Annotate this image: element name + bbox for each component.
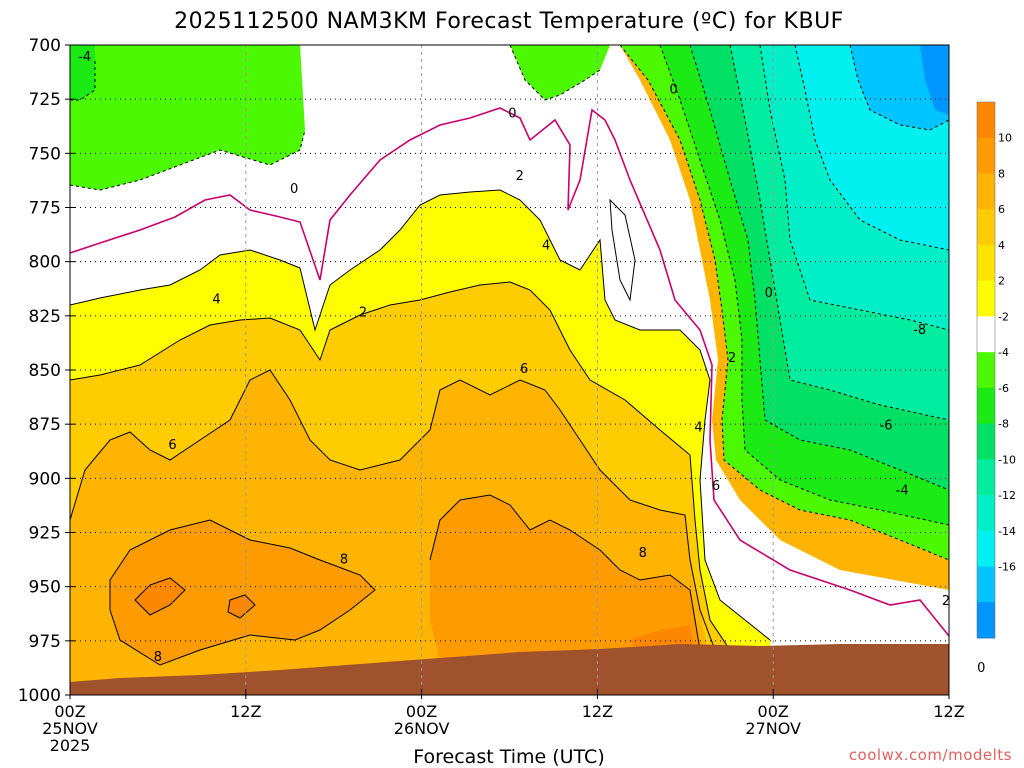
y-tick-label: 875 (29, 415, 61, 435)
contour-label: -4 (78, 50, 91, 65)
colorbar-label: 10 (998, 132, 1012, 145)
colorbar-label: -16 (998, 561, 1016, 574)
colorbar: 10 8 6 4 2 -2 -4 -6 -8 -10 -12 -14 -16 (976, 101, 1016, 639)
colorbar-label: -2 (998, 310, 1009, 323)
colorbar-swatch (977, 566, 995, 603)
region-upper-left-minus4 (70, 45, 95, 100)
colorbar-label: 4 (998, 239, 1005, 252)
y-tick-label: 750 (29, 144, 61, 164)
colorbar-swatch (977, 209, 995, 246)
contour-label: 8 (639, 546, 647, 561)
x-tick-label: 12Z (230, 702, 261, 721)
contour-labels: -4 0 0 0 0 0 2 2 2 2 4 4 4 6 6 6 8 8 8 -4 -6 -8 (78, 50, 985, 676)
contour-label: 0 (977, 661, 985, 676)
colorbar-label: -12 (998, 489, 1016, 502)
x-tick-label: 25NOV (42, 719, 98, 738)
contour-label: 6 (168, 438, 176, 453)
y-tick-label: 800 (29, 253, 61, 273)
cold-contours (70, 45, 949, 561)
colorbar-label: 6 (998, 203, 1005, 216)
contour-label: 2 (942, 594, 950, 609)
colorbar-swatch (977, 280, 995, 317)
contour-label: 4 (542, 239, 550, 254)
contour-label: 0 (765, 286, 773, 301)
region-below-minus16 (920, 45, 949, 115)
contour-label: 8 (154, 650, 162, 665)
colorbar-swatch (977, 173, 995, 210)
colorbar-swatch (977, 102, 995, 139)
contour-label: -8 (913, 323, 926, 338)
colorbar-swatch (977, 316, 995, 353)
colorbar-label: -10 (998, 453, 1016, 466)
contour-label: -4 (896, 483, 909, 498)
colorbar-label: 2 (998, 275, 1005, 288)
contour-label: 4 (212, 293, 220, 308)
colorbar-swatch (977, 459, 995, 496)
chart-title: 2025112500 NAM3KM Forecast Temperature (… (174, 9, 844, 34)
x-tick-label: 2025 (50, 736, 91, 755)
y-tick-label: 975 (29, 632, 61, 652)
x-tick-label: 00Z (406, 702, 437, 721)
colorbar-swatch (977, 495, 995, 532)
y-tick-label: 775 (29, 199, 61, 219)
colorbar-label: -4 (998, 346, 1009, 359)
warm-contours (70, 189, 771, 666)
y-tick-label: 725 (29, 90, 61, 110)
contour-label: -6 (880, 418, 893, 433)
contour-label: 8 (340, 553, 348, 568)
contour-label: 2 (728, 351, 736, 366)
colorbar-swatch (977, 352, 995, 389)
contour-label: 2 (516, 169, 524, 184)
y-tick-label: 950 (29, 578, 61, 598)
plot-area (70, 45, 949, 695)
region-8-to-10-left (110, 520, 375, 665)
colorbar-label: -8 (998, 418, 1009, 431)
grid-lines (70, 45, 949, 695)
y-tick-label: 825 (29, 307, 61, 327)
contour-label: 4 (694, 421, 702, 436)
colorbar-swatch (977, 602, 995, 639)
y-tick-label: 850 (29, 361, 61, 381)
y-tick-label: 925 (29, 524, 61, 544)
contour-label: 0 (508, 106, 516, 121)
contour-label: 0 (669, 83, 677, 98)
x-tick-label: 00Z (758, 702, 789, 721)
freezing-line (70, 107, 949, 637)
colorbar-label: 8 (998, 167, 1005, 180)
colorbar-frame (976, 101, 996, 639)
colorbar-swatch (977, 530, 995, 568)
x-tick-label: 00Z (54, 702, 85, 721)
region-above-10 (135, 578, 695, 652)
region-upper-mid-cold (510, 45, 610, 100)
x-tick-label: 12Z (582, 702, 613, 721)
contour-label: 0 (290, 182, 298, 197)
ground-terrain (70, 644, 949, 695)
colorbar-label: -6 (998, 382, 1009, 395)
x-tick-label: 27NOV (745, 719, 801, 738)
y-tick-label: 700 (29, 36, 61, 56)
contour-label: 6 (712, 479, 720, 494)
x-tick-label: 26NOV (394, 719, 450, 738)
colorbar-swatch (977, 423, 995, 460)
x-tick-label: 12Z (933, 702, 964, 721)
credit-text: coolwx.com/modelts (849, 746, 1012, 764)
y-tick-label: 1000 (18, 686, 61, 706)
plot-frame (69, 44, 950, 696)
colorbar-swatch (977, 387, 995, 425)
x-axis-label: Forecast Time (UTC) (413, 746, 604, 768)
colorbar-label: -14 (998, 525, 1016, 538)
contour-label: 6 (520, 362, 528, 377)
colorbar-swatch (977, 244, 995, 282)
colorbar-swatch (977, 137, 995, 174)
contour-label: 2 (359, 306, 367, 321)
y-axis: 700 725 750 775 800 825 850 875 900 925 950 975 1000 (18, 36, 75, 706)
y-tick-label: 900 (29, 469, 61, 489)
region-8-to-10-right (430, 495, 700, 695)
